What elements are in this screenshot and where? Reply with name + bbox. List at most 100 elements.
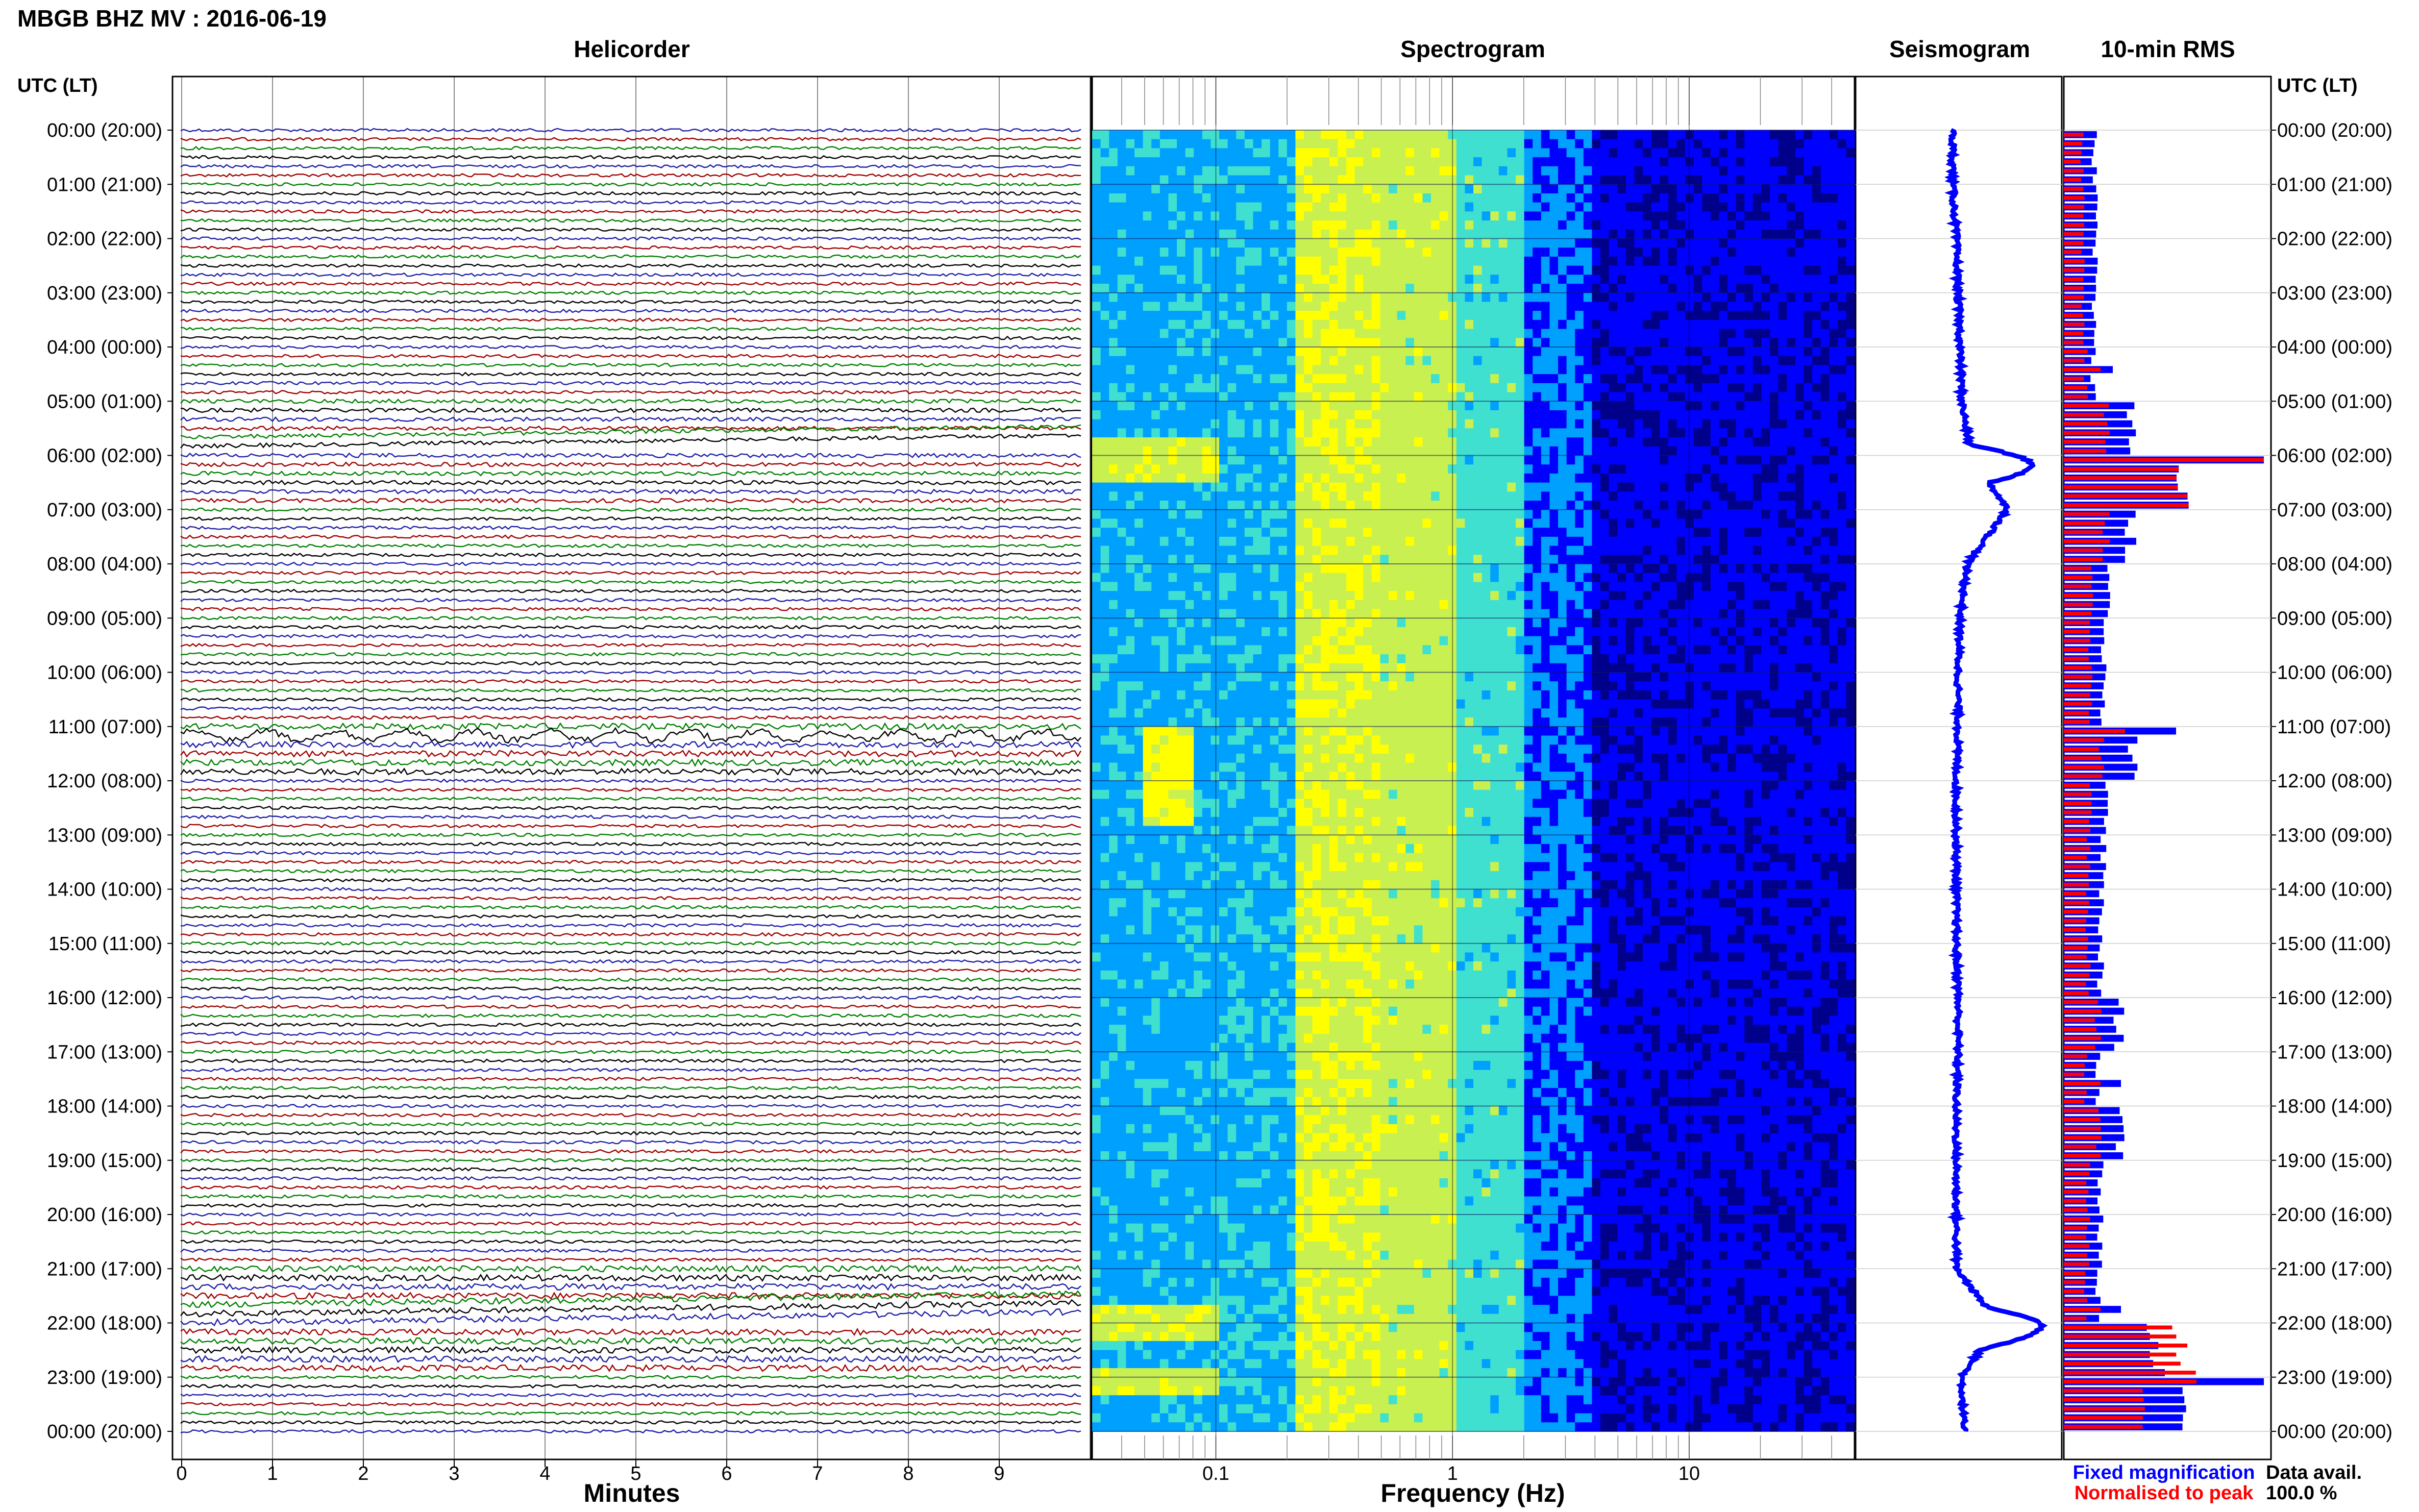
spectrogram-cell: [1439, 175, 1448, 185]
spectrogram-cell: [1278, 166, 1288, 176]
spectrogram-cell: [1600, 202, 1610, 212]
spectrogram-cell: [1465, 501, 1474, 510]
spectrogram-cell: [1126, 446, 1135, 456]
spectrogram-cell: [1829, 528, 1838, 537]
spectrogram-cell: [1837, 166, 1846, 176]
spectrogram-cell: [1185, 256, 1194, 266]
spectrogram-cell: [1600, 193, 1610, 203]
spectrogram-cell: [1837, 130, 1846, 140]
spectrogram-cell: [1262, 130, 1271, 140]
spectrogram-cell: [1693, 546, 1702, 555]
spectrogram-cell: [1329, 491, 1338, 501]
spectrogram-cell: [1380, 175, 1389, 185]
spectrogram-cell: [1770, 473, 1779, 483]
spectrogram-cell: [1609, 211, 1618, 221]
spectrogram-cell: [1541, 464, 1550, 474]
spectrogram-cell: [1185, 546, 1194, 555]
spectrogram-cell: [1422, 555, 1431, 564]
spectrogram-cell: [1727, 319, 1737, 330]
spectrogram-cell: [1439, 292, 1448, 303]
spectrogram-cell: [1541, 383, 1550, 393]
spectrogram-cell: [1346, 311, 1355, 320]
spectrogram-cell: [1143, 166, 1152, 176]
spectrogram-cell: [1752, 130, 1762, 140]
spectrogram-cell: [1202, 555, 1211, 564]
spectrogram-cell: [1456, 600, 1465, 610]
helicorder-trace: [180, 1265, 1082, 1273]
spectrogram-cell: [1371, 130, 1380, 140]
spectrogram-cell: [1473, 600, 1483, 610]
spectrogram-cell: [1100, 473, 1109, 483]
spectrogram-cell: [1244, 401, 1253, 411]
spectrogram-cell: [1820, 338, 1830, 348]
spectrogram-cell: [1168, 347, 1177, 357]
spectrogram-cell: [1752, 157, 1762, 167]
spectrogram-cell: [1380, 284, 1389, 293]
spectrogram-cell: [1117, 356, 1126, 366]
helicorder-trace: [180, 805, 1081, 810]
spectrogram-cell: [1498, 139, 1508, 149]
spectrogram-cell: [1151, 247, 1161, 257]
spectrogram-cell: [1592, 130, 1601, 140]
spectrogram-cell: [1100, 410, 1109, 420]
spectrogram-cell: [1541, 175, 1550, 185]
spectrogram-cell: [1651, 338, 1660, 348]
spectrogram-cell: [1405, 491, 1415, 501]
spectrogram-cell: [1117, 428, 1126, 438]
spectrogram-cell: [1456, 175, 1465, 185]
spectrogram-cell: [1490, 229, 1499, 239]
spectrogram-cell: [1702, 329, 1711, 338]
spectrogram-cell: [1227, 437, 1237, 447]
spectrogram-cell: [1719, 573, 1728, 583]
spectrogram-cell: [1617, 482, 1626, 492]
spectrogram-cell: [1778, 564, 1787, 574]
spectrogram-cell: [1414, 374, 1423, 384]
helicorder-trace: [180, 407, 1081, 413]
spectrogram-cell: [1177, 292, 1186, 303]
spectrogram-cell: [1295, 130, 1304, 140]
spectrogram-cell: [1583, 319, 1592, 330]
spectrogram-cell: [1812, 564, 1821, 574]
spectrogram-cell: [1194, 419, 1203, 429]
spectrogram-cell: [1151, 302, 1161, 311]
spectrogram-cell: [1253, 130, 1262, 140]
spectrogram-cell: [1304, 365, 1313, 375]
spectrogram-cell: [1592, 392, 1601, 402]
spectrogram-cell: [1761, 211, 1770, 221]
spectrogram-cell: [1295, 256, 1304, 266]
spectrogram-cell: [1507, 193, 1516, 203]
spectrogram-cell: [1278, 256, 1288, 266]
spectrogram-cell: [1465, 238, 1474, 248]
spectrogram-cell: [1304, 256, 1313, 266]
spectrogram-cell: [1397, 455, 1406, 465]
spectrogram-cell: [1812, 311, 1821, 320]
spectrogram-cell: [1227, 536, 1237, 547]
spectrogram-cell: [1625, 365, 1635, 375]
spectrogram-cell: [1177, 392, 1186, 402]
spectrogram-cell: [1354, 528, 1364, 537]
spectrogram-cell: [1109, 437, 1118, 447]
spectrogram-cell: [1329, 211, 1338, 221]
spectrogram-cell: [1727, 148, 1737, 158]
spectrogram-cell: [1643, 166, 1652, 176]
spectrogram-cell: [1456, 211, 1465, 221]
spectrogram-cell: [1473, 410, 1483, 420]
spectrogram-cell: [1702, 302, 1711, 311]
spectrogram-cell: [1168, 446, 1177, 456]
spectrogram-cell: [1549, 202, 1559, 212]
spectrogram-cell: [1625, 564, 1635, 574]
spectrogram-cell: [1507, 528, 1516, 537]
spectrogram-cell: [1558, 591, 1567, 601]
spectrogram-cell: [1482, 582, 1491, 591]
spectrogram-cell: [1202, 139, 1211, 149]
spectrogram-cell: [1710, 365, 1719, 375]
spectrogram-cell: [1321, 347, 1330, 357]
spectrogram-cell: [1778, 501, 1787, 510]
spectrogram-cell: [1304, 292, 1313, 303]
spectrogram-cell: [1498, 383, 1508, 393]
spectrogram-cell: [1219, 139, 1228, 149]
spectrogram-cell: [1770, 600, 1779, 610]
spectrogram-cell: [1549, 428, 1559, 438]
spectrogram-cell: [1227, 464, 1237, 474]
spectrogram-cell: [1321, 284, 1330, 293]
